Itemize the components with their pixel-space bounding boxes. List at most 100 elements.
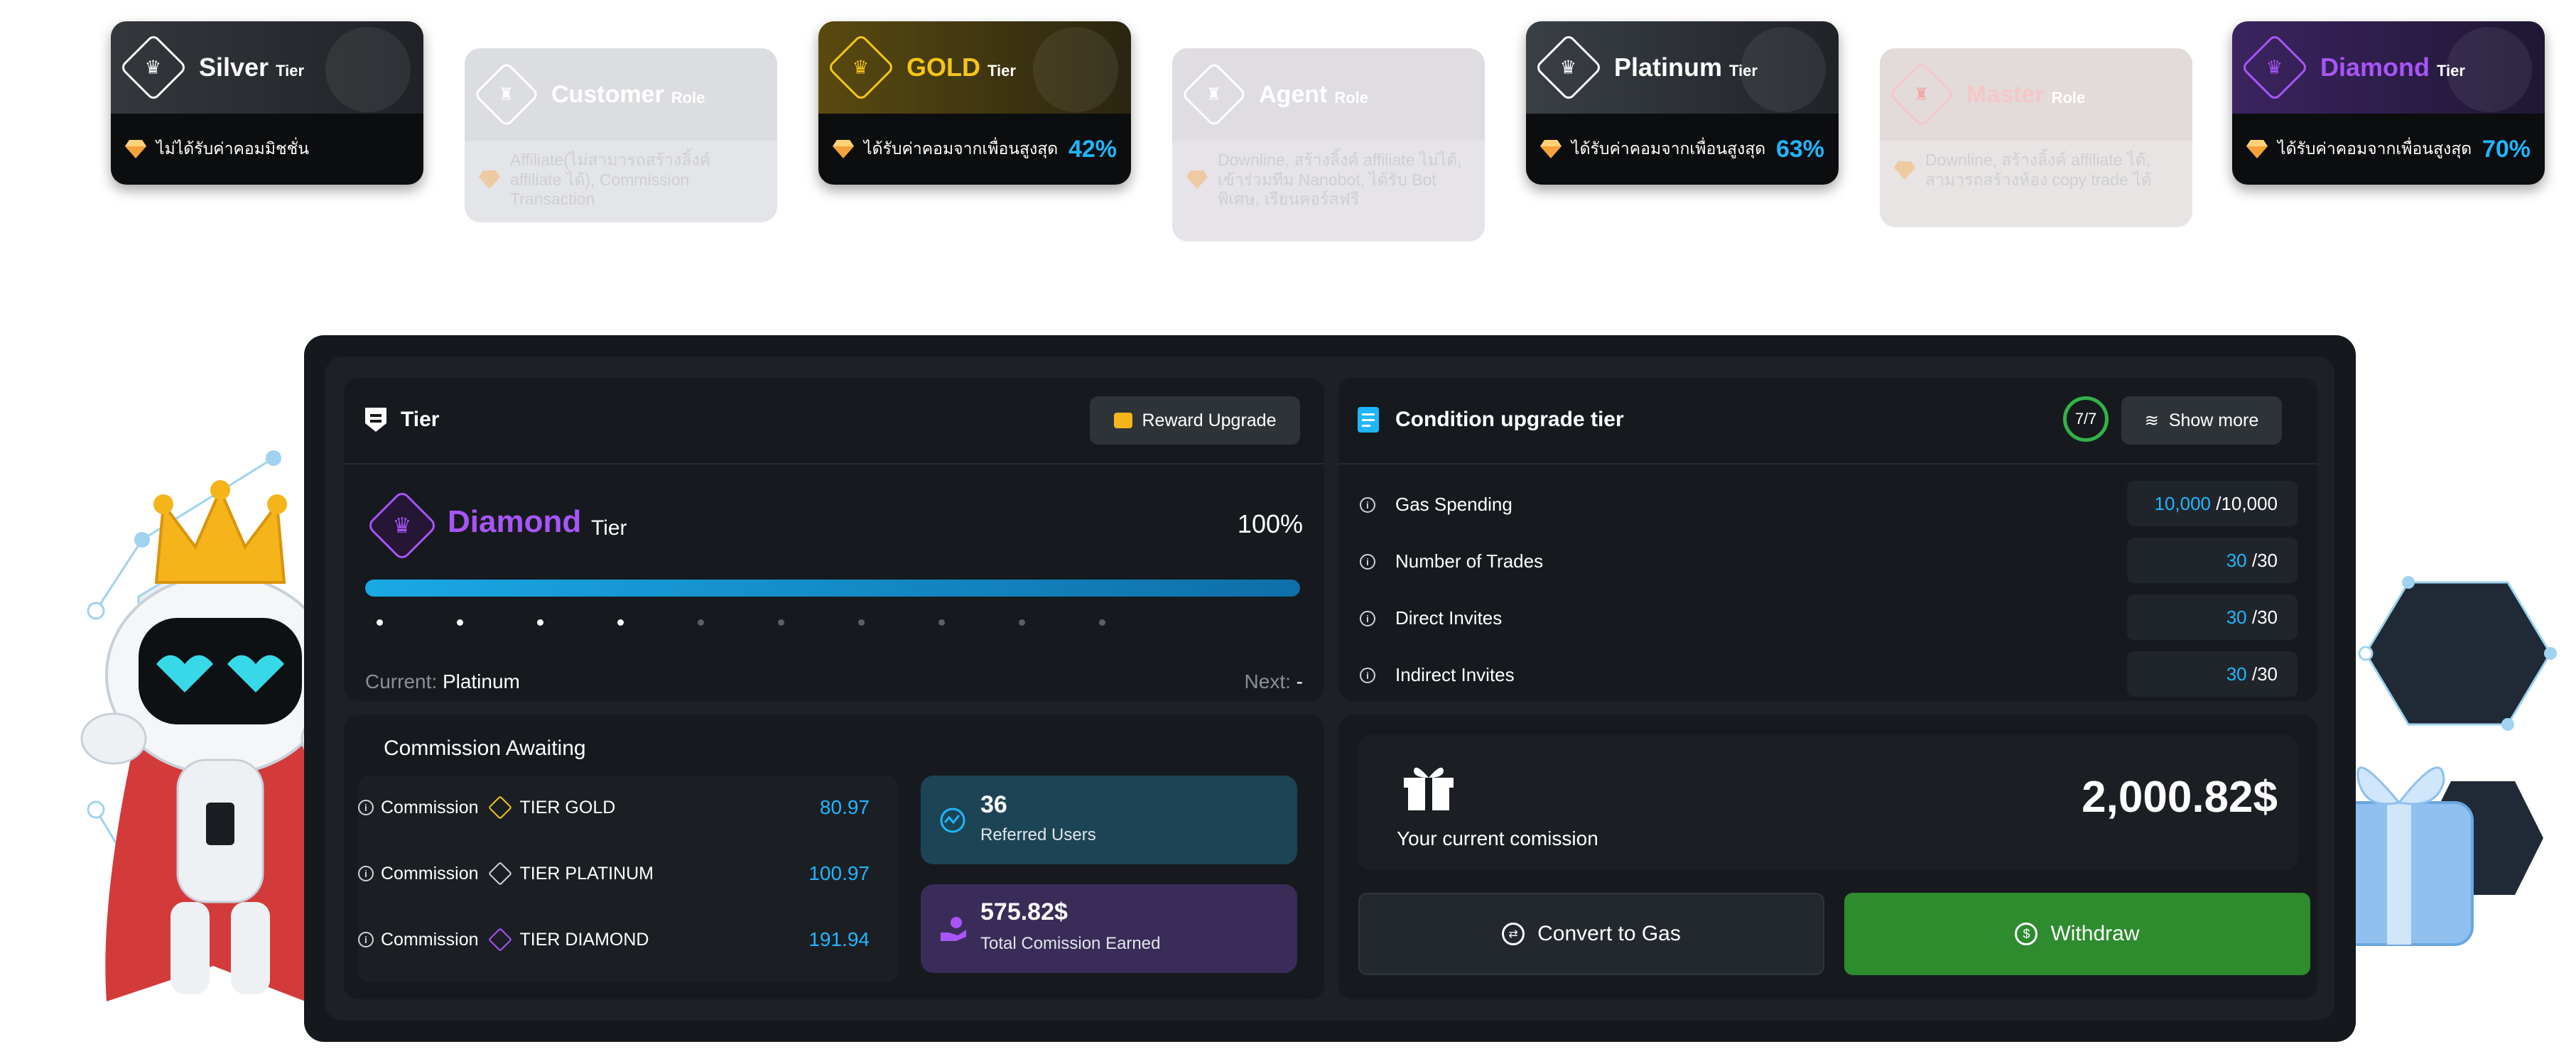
role-name: Master xyxy=(1966,80,2045,108)
divider xyxy=(1338,463,2317,464)
commission-tier: TIER PLATINUM xyxy=(519,863,654,884)
commission-tier: TIER DIAMOND xyxy=(519,929,649,950)
total-earned-card: 575.82$ Total Comission Earned xyxy=(921,884,1297,973)
role-card-agent[interactable]: ♜ Agent Role Downline, สร้างลิ้งค์ affil… xyxy=(1172,48,1485,241)
role-desc: Downline, สร้างลิ้งค์ affiliate ได้, สาม… xyxy=(1925,151,2152,189)
info-icon: i xyxy=(1360,553,1375,570)
tier-card-diamond[interactable]: ♛ Diamond Tier ได้รับค่าคอมจากเพื่อนสูงส… xyxy=(2232,21,2545,185)
gift-box-illustration xyxy=(2322,576,2557,946)
progress-step-dot xyxy=(457,619,463,626)
tier-card-silver[interactable]: ♛ Silver Tier ไม่ได้รับค่าคอมมิชชั่น xyxy=(111,21,423,185)
condition-label: Indirect Invites xyxy=(1395,664,1515,685)
condition-row: i Indirect Invites 30 /30 xyxy=(1338,651,2317,701)
panel-title: Condition upgrade tier xyxy=(1395,408,1624,431)
role-suffix: Role xyxy=(671,89,705,107)
condition-panel: Condition upgrade tier 7/7 ≋ Show more i… xyxy=(1338,378,2317,701)
tier-desc: ได้รับค่าคอมจากเพื่อนสูงสุด xyxy=(2278,139,2472,158)
info-icon: i xyxy=(1360,610,1375,626)
reward-upgrade-button[interactable]: Reward Upgrade xyxy=(1090,396,1300,445)
progress-step-dot xyxy=(1099,619,1105,626)
condition-count-badge: 7/7 xyxy=(2063,396,2109,442)
robot-icon xyxy=(1741,27,1826,112)
convert-to-gas-button[interactable]: ⇄ Convert to Gas xyxy=(1358,893,1824,975)
withdraw-button[interactable]: $ Withdraw xyxy=(1844,893,2310,975)
tier-desc: ไม่ได้รับค่าคอมมิชชั่น xyxy=(156,139,309,158)
current-tier-name: Diamond xyxy=(448,504,582,539)
wallet-amount: 2,000.82$ xyxy=(2082,773,2278,822)
condition-total: /30 xyxy=(2251,606,2278,628)
gold-tier-icon xyxy=(487,795,512,820)
commission-tier: TIER GOLD xyxy=(519,797,616,817)
role-card-master[interactable]: ♜ Master Role Downline, สร้างลิ้งค์ affi… xyxy=(1880,48,2192,227)
tier-suffix: Tier xyxy=(276,62,305,80)
condition-row: i Direct Invites 30 /30 xyxy=(1338,594,2317,644)
condition-total: /30 xyxy=(2251,663,2278,685)
role-desc: Downline, สร้างลิ้งค์ affiliate ไม่ได้, … xyxy=(1218,151,1462,209)
dashboard-container: Tier Reward Upgrade ♛ Diamond Tier 100% … xyxy=(304,335,2356,1042)
tier-suffix: Tier xyxy=(1729,62,1758,80)
commission-row: i Commission TIER PLATINUM 100.97 xyxy=(358,852,884,895)
crown-badge-icon: ♛ xyxy=(2240,33,2310,102)
condition-value: 30 xyxy=(2226,663,2247,685)
commission-label: Commission xyxy=(381,797,479,817)
info-icon: i xyxy=(1360,496,1375,513)
show-more-button[interactable]: ≋ Show more xyxy=(2121,396,2282,445)
tier-percent: 42% xyxy=(1068,135,1117,163)
robot-mascot-illustration xyxy=(80,450,367,1001)
gem-icon xyxy=(1894,161,1915,180)
divider xyxy=(344,463,1324,464)
referred-value: 36 xyxy=(980,791,1007,818)
ticket-icon xyxy=(1113,413,1132,428)
progress-fill xyxy=(365,580,1300,597)
role-name: Agent xyxy=(1259,80,1328,108)
progress-step-dot xyxy=(698,619,704,626)
tier-name: GOLD xyxy=(907,53,980,82)
gift-icon xyxy=(1404,767,1454,810)
progress-step-dot xyxy=(377,619,383,626)
role-desc: Affiliate(ไม่สามารถสร้างลิ้งค์ affiliate… xyxy=(510,151,710,209)
tier-suffix: Tier xyxy=(2437,62,2465,80)
condition-total: /10,000 xyxy=(2216,492,2278,514)
next-value: - xyxy=(1296,670,1303,692)
condition-value: 10,000 xyxy=(2154,492,2212,514)
shield-icon xyxy=(365,408,386,432)
info-icon: i xyxy=(1360,667,1375,683)
robot-icon xyxy=(1033,27,1118,112)
commission-value: 191.94 xyxy=(808,928,870,950)
tier-card-platinum[interactable]: ♛ Platinum Tier ได้รับค่าคอมจากเพื่อนสูง… xyxy=(1526,21,1839,185)
condition-total: /30 xyxy=(2251,549,2278,571)
role-name: Customer xyxy=(551,80,664,108)
role-suffix: Role xyxy=(2051,89,2086,107)
condition-value: 30 xyxy=(2226,549,2247,571)
role-badge-icon: ♜ xyxy=(473,61,540,128)
diamond-tier-icon xyxy=(487,928,512,952)
show-more-label: Show more xyxy=(2168,410,2259,430)
next-label: Next: - xyxy=(1244,670,1303,692)
role-badge-icon: ♜ xyxy=(1181,61,1248,128)
role-card-customer[interactable]: ♜ Customer Role Affiliate(ไม่สามารถสร้าง… xyxy=(465,48,777,222)
tier-name: Silver xyxy=(199,53,269,82)
panel-title: Commission Awaiting xyxy=(384,737,586,760)
tier-suffix: Tier xyxy=(987,62,1016,80)
progress-percent: 100% xyxy=(1237,509,1303,538)
progress-step-dot xyxy=(938,619,945,626)
current-value: Platinum xyxy=(442,670,520,692)
dollar-icon: $ xyxy=(2015,923,2038,945)
robot-icon xyxy=(2447,27,2532,112)
referred-label: Referred Users xyxy=(980,825,1096,844)
document-icon xyxy=(1358,407,1379,433)
wallet-card xyxy=(1358,735,2298,870)
reward-upgrade-label: Reward Upgrade xyxy=(1142,410,1277,430)
tier-percent: 70% xyxy=(2482,135,2531,163)
tier-card-gold[interactable]: ♛ GOLD Tier ได้รับค่าคอมจากเพื่อนสูงสุด … xyxy=(818,21,1131,185)
progress-step-dot xyxy=(617,619,624,626)
gem-icon xyxy=(479,170,500,190)
tier-name: Platinum xyxy=(1614,53,1723,82)
progress-track xyxy=(365,580,1300,597)
diamond-badge-icon: ♛ xyxy=(366,489,438,562)
panel-title: Tier xyxy=(401,408,440,431)
convert-icon: ⇄ xyxy=(1502,923,1525,945)
current-tier-suffix: Tier xyxy=(591,516,627,540)
role-badge-icon: ♜ xyxy=(1888,61,1955,128)
commission-value: 80.97 xyxy=(819,796,870,818)
